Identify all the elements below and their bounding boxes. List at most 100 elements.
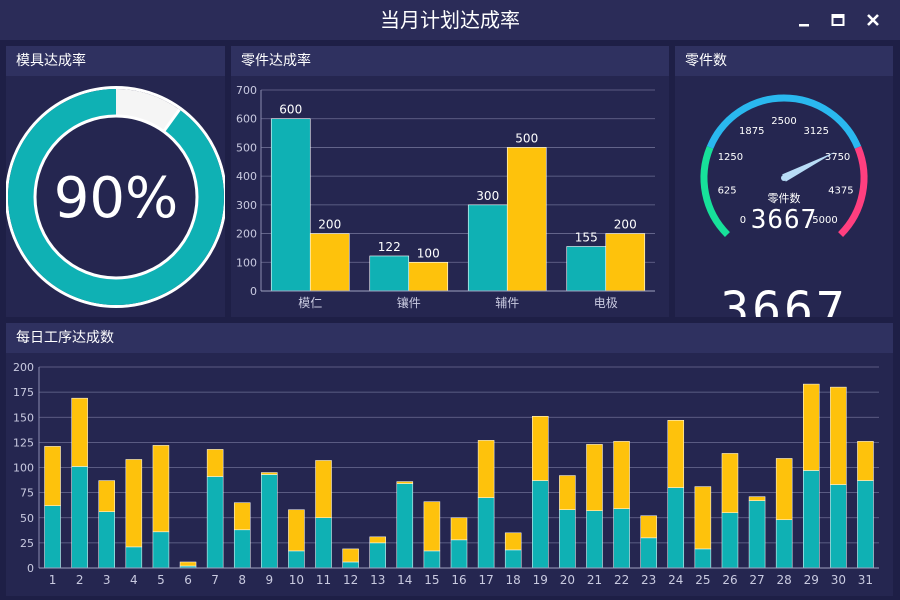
close-button[interactable] bbox=[863, 10, 883, 30]
donut-inner-border bbox=[33, 114, 199, 280]
parts-rate-panel-title: 零件达成率 bbox=[241, 53, 311, 69]
daily-bar-segment bbox=[450, 517, 468, 541]
daily-bar-segment bbox=[450, 539, 468, 569]
parts-bar-data-label: 200 bbox=[318, 218, 341, 232]
gauge-tick-label: 3125 bbox=[803, 126, 828, 137]
parts-y-tick-label: 300 bbox=[236, 199, 257, 212]
daily-bar-segment bbox=[803, 470, 820, 569]
daily-bar-segment bbox=[98, 480, 115, 512]
daily-bar-segment bbox=[748, 500, 766, 569]
donut-center-label: 90% bbox=[54, 166, 178, 231]
daily-bar-segment bbox=[44, 446, 61, 506]
close-icon bbox=[867, 14, 879, 26]
daily-x-tick-label: 30 bbox=[831, 573, 846, 587]
daily-x-tick-label: 5 bbox=[157, 573, 165, 587]
donut-slice-remaining bbox=[115, 89, 180, 131]
gauge-band-mid bbox=[706, 94, 862, 149]
daily-y-tick-label: 175 bbox=[13, 386, 34, 399]
parts-x-tick-label: 模仁 bbox=[298, 296, 322, 310]
parts-count-big-readout: 3667 bbox=[720, 282, 848, 317]
daily-x-tick-label: 24 bbox=[668, 573, 683, 587]
daily-y-tick-label: 25 bbox=[20, 537, 34, 550]
daily-bar-segment bbox=[775, 458, 793, 521]
daily-bar-segment bbox=[125, 459, 143, 548]
daily-bar-segment bbox=[748, 496, 766, 501]
daily-y-tick-label: 75 bbox=[20, 487, 34, 500]
parts-bar bbox=[408, 261, 449, 292]
daily-x-tick-label: 17 bbox=[478, 573, 493, 587]
daily-process-panel-title: 每日工序达成数 bbox=[16, 330, 114, 346]
daily-bar-segment bbox=[233, 529, 251, 569]
daily-bar-segment bbox=[315, 460, 332, 518]
parts-x-tick-label: 镶件 bbox=[397, 295, 421, 310]
daily-x-tick-label: 31 bbox=[858, 573, 873, 587]
daily-process-panel: 每日工序达成数 0 25 50 75 100 125 150 175 200 1 2 3 4 5 6 7 8 9 1… bbox=[6, 323, 893, 596]
daily-x-tick-label: 23 bbox=[641, 573, 656, 587]
daily-x-tick-label: 26 bbox=[722, 573, 737, 587]
parts-count-panel-header: 零件数 bbox=[675, 46, 893, 76]
daily-bar-segment bbox=[857, 441, 874, 481]
daily-y-tick-label: 200 bbox=[13, 361, 34, 374]
parts-bar-data-label: 500 bbox=[515, 131, 538, 145]
daily-bar-segment bbox=[44, 505, 61, 569]
gauge-tick-label: 4375 bbox=[828, 185, 853, 196]
daily-bar-segment bbox=[71, 466, 88, 569]
daily-x-tick-label: 3 bbox=[103, 573, 111, 587]
daily-bar-segment bbox=[342, 548, 359, 563]
daily-bar-segment bbox=[586, 510, 603, 569]
daily-bar-segment bbox=[586, 444, 603, 511]
daily-process-panel-header: 每日工序达成数 bbox=[6, 323, 893, 353]
daily-bar-segment bbox=[559, 509, 576, 569]
daily-bar-segment bbox=[667, 487, 685, 569]
parts-y-tick-label: 500 bbox=[236, 141, 257, 154]
daily-bar-segment bbox=[775, 519, 793, 569]
daily-bar-segment bbox=[640, 515, 657, 539]
daily-x-tick-label: 10 bbox=[289, 573, 304, 587]
parts-rate-bar-chart: 0 100 200 300 400 500 600 700 600 200 模仁 122 100 镶件 30… bbox=[236, 84, 655, 310]
parts-y-tick-label: 700 bbox=[236, 84, 257, 97]
daily-x-tick-label: 2 bbox=[76, 573, 84, 587]
daily-bar-segment bbox=[315, 517, 332, 569]
daily-x-tick-label: 21 bbox=[587, 573, 602, 587]
daily-x-tick-label: 14 bbox=[397, 573, 412, 587]
daily-x-tick-label: 8 bbox=[238, 573, 246, 587]
daily-bar-segment bbox=[694, 548, 712, 569]
daily-y-tick-label: 125 bbox=[13, 436, 34, 449]
daily-bar-segment bbox=[369, 536, 386, 544]
gauge-tick-label: 0 bbox=[740, 215, 746, 226]
daily-x-tick-label: 1 bbox=[49, 573, 57, 587]
gauge-tick-label: 1250 bbox=[718, 152, 743, 163]
parts-bar bbox=[467, 204, 508, 292]
daily-x-tick-label: 18 bbox=[506, 573, 521, 587]
daily-x-tick-label: 15 bbox=[424, 573, 439, 587]
mold-rate-panel-header: 模具达成率 bbox=[6, 46, 225, 76]
daily-bar-segment bbox=[288, 550, 305, 569]
daily-bar-segment bbox=[261, 474, 278, 569]
daily-bar-segment bbox=[559, 475, 576, 510]
daily-y-tick-label: 50 bbox=[20, 512, 34, 525]
daily-bar-segment bbox=[152, 445, 170, 533]
mold-rate-panel-title: 模具达成率 bbox=[16, 53, 86, 69]
daily-x-tick-label: 13 bbox=[370, 573, 385, 587]
gauge-value-readout: 3667 bbox=[751, 205, 818, 235]
parts-bar bbox=[369, 255, 410, 292]
daily-bar-segment bbox=[803, 383, 820, 471]
parts-y-tick-label: 200 bbox=[236, 228, 257, 241]
daily-bar-segment bbox=[830, 386, 847, 485]
daily-bar-segment bbox=[261, 472, 278, 475]
parts-bar bbox=[605, 233, 646, 292]
gauge-needle bbox=[782, 151, 836, 182]
daily-bar-segment bbox=[694, 486, 712, 550]
daily-bar-segment bbox=[206, 476, 224, 569]
parts-bar-data-label: 155 bbox=[575, 230, 598, 244]
minimize-button[interactable] bbox=[794, 10, 814, 30]
daily-x-tick-label: 9 bbox=[266, 573, 274, 587]
gauge-tick-label: 1875 bbox=[739, 126, 764, 137]
daily-bar-segment bbox=[369, 542, 386, 569]
daily-bar-segment bbox=[71, 397, 88, 467]
daily-x-tick-label: 20 bbox=[560, 573, 575, 587]
maximize-button[interactable] bbox=[828, 10, 848, 30]
parts-rate-panel: 零件达成率 0 100 200 300 400 500 600 700 600 200 模仁 122 1… bbox=[231, 46, 669, 317]
daily-bar-segment bbox=[504, 532, 522, 551]
